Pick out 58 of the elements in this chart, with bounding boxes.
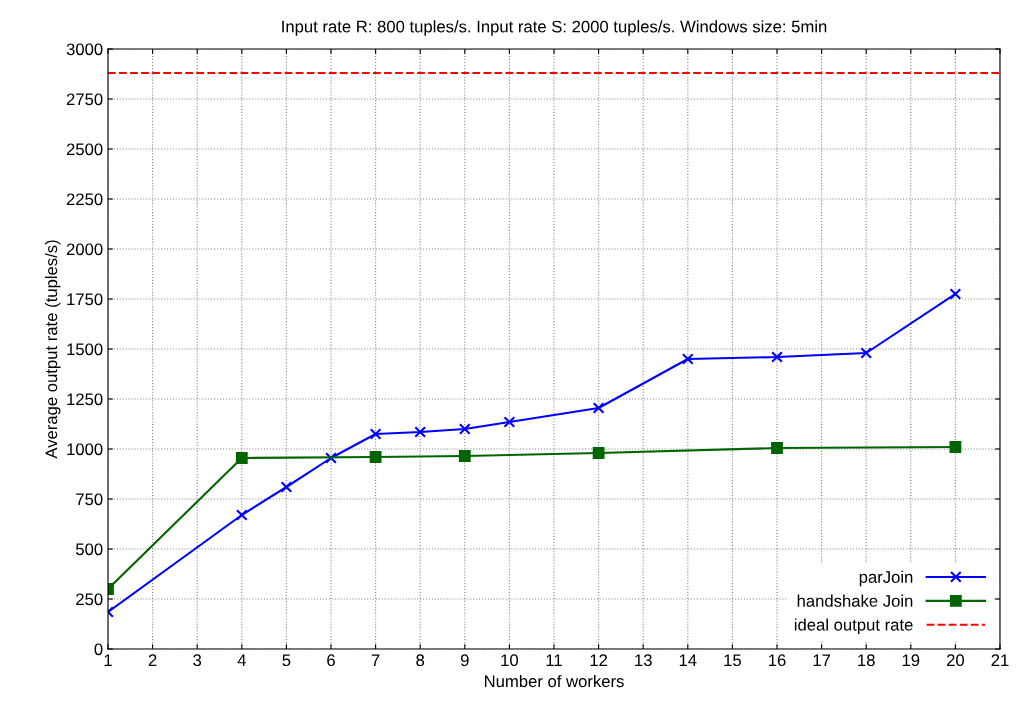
y-tick-label: 0 bbox=[94, 643, 103, 656]
x-tick-label: 20 bbox=[946, 654, 965, 667]
x-tick-label: 9 bbox=[460, 654, 469, 667]
point bbox=[949, 288, 962, 300]
point bbox=[592, 402, 605, 414]
x-tick-label: 19 bbox=[902, 654, 920, 667]
point bbox=[414, 426, 427, 438]
x-tick-label: 2 bbox=[148, 654, 157, 666]
chart-title: Input rate R: 800 tuples/s. Input rate S: 2000 tuples/s. Windows size: 5min bbox=[282, 20, 827, 36]
x-tick-label: 17 bbox=[813, 654, 831, 666]
x-tick-label: 18 bbox=[858, 654, 875, 667]
point bbox=[949, 441, 962, 453]
y-tick-label: 1000 bbox=[67, 443, 103, 456]
y-axis-title: Average output rate (tuples/s) bbox=[44, 240, 61, 459]
point bbox=[681, 353, 694, 365]
point bbox=[771, 351, 783, 363]
y-tick-label: 500 bbox=[76, 543, 103, 556]
legend-label: handshake Join bbox=[797, 594, 913, 607]
x-tick-label: 11 bbox=[546, 654, 562, 666]
y-tick-label: 250 bbox=[76, 593, 103, 606]
point bbox=[860, 347, 873, 359]
point bbox=[458, 450, 471, 462]
point bbox=[592, 447, 605, 459]
y-tick-label: 2500 bbox=[66, 143, 103, 156]
y-tick-label: 750 bbox=[76, 493, 103, 506]
x-tick-label: 8 bbox=[416, 654, 425, 667]
y-tick-label: 2000 bbox=[66, 243, 103, 256]
y-tick-label: 1750 bbox=[67, 293, 103, 306]
legend-label: ideal output rate bbox=[794, 618, 913, 634]
point bbox=[280, 481, 293, 493]
x-tick-label: 10 bbox=[501, 654, 519, 667]
x-tick-label: 14 bbox=[679, 654, 697, 666]
x-tick-label: 5 bbox=[282, 654, 291, 667]
x-tick-label: 1 bbox=[104, 654, 112, 666]
x-tick-label: 16 bbox=[769, 654, 786, 667]
x-tick-label: 12 bbox=[590, 654, 608, 666]
point bbox=[369, 451, 382, 463]
point bbox=[458, 423, 471, 435]
point bbox=[235, 509, 248, 521]
x-tick-label: 3 bbox=[193, 654, 202, 667]
x-tick-label: 21 bbox=[991, 654, 1009, 666]
x-tick-label: 6 bbox=[327, 654, 335, 667]
x-tick-label: 4 bbox=[237, 654, 246, 666]
y-tick-label: 2750 bbox=[66, 93, 103, 106]
y-tick-label: 2250 bbox=[66, 193, 103, 206]
x-tick-label: 7 bbox=[371, 654, 380, 666]
y-tick-label: 1500 bbox=[67, 343, 103, 356]
y-tick-label: 1250 bbox=[67, 393, 103, 406]
point bbox=[369, 428, 382, 440]
legend-label: parJoin bbox=[859, 570, 913, 587]
point bbox=[503, 416, 516, 428]
x-axis-title: Number of workers bbox=[484, 674, 624, 688]
point bbox=[325, 452, 337, 464]
y-tick-label: 3000 bbox=[66, 43, 103, 56]
point bbox=[771, 442, 783, 454]
x-tick-label: 13 bbox=[635, 654, 652, 667]
point bbox=[235, 452, 248, 464]
x-tick-label: 15 bbox=[724, 654, 741, 667]
